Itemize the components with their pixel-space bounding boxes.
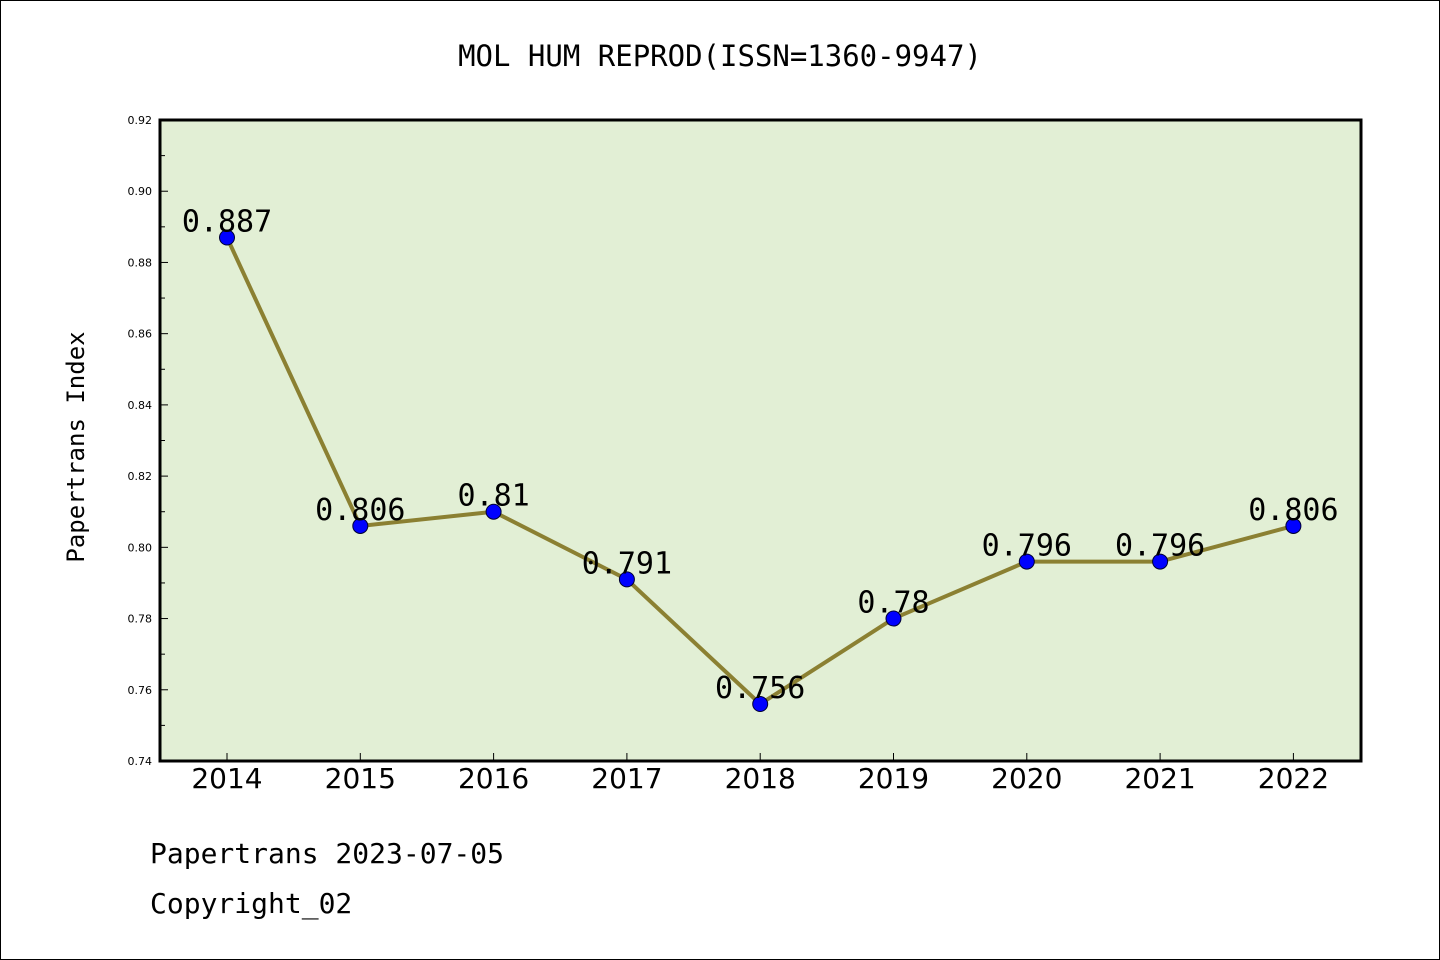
data-label: 0.81 (457, 479, 529, 514)
data-point-marker (885, 610, 902, 627)
y-tick-label: 0.74 (128, 755, 153, 768)
data-label: 0.806 (315, 493, 405, 528)
data-label: 0.78 (857, 586, 929, 621)
chart-title: MOL HUM REPROD(ISSN=1360-9947) (458, 39, 982, 73)
plot-area (158, 118, 1363, 763)
y-tick-label: 0.92 (128, 114, 153, 127)
y-tick-label: 0.78 (128, 613, 153, 626)
data-labels: 0.887 0.806 0.81 0.791 0.756 0.78 0.796 0.796 0.… (182, 205, 1339, 707)
data-point-marker (618, 571, 635, 588)
x-tick-label: 2015 (325, 762, 396, 795)
y-tick-label: 0.80 (128, 541, 153, 554)
data-points (219, 229, 1302, 713)
y-tick-label: 0.76 (128, 684, 153, 697)
data-point-marker (352, 517, 369, 534)
footer-date: Papertrans 2023-07-05 (150, 837, 504, 870)
data-point-marker (219, 229, 235, 246)
footer-copyright: Copyright_02 (150, 887, 352, 921)
data-label: 0.756 (715, 671, 805, 706)
x-tick-label: 2021 (1124, 762, 1195, 795)
data-label: 0.796 (982, 529, 1072, 564)
data-point-marker (1285, 517, 1302, 534)
x-tick-label: 2014 (191, 762, 262, 795)
x-tick-label: 2020 (991, 762, 1062, 795)
y-tick-label: 0.84 (128, 399, 153, 412)
y-tick-label: 0.82 (128, 470, 153, 483)
y-axis-ticks: 0.74 0.76 0.78 0.80 0.82 0.84 0.86 0.88 0.90 0.92 (128, 114, 168, 768)
x-tick-label: 2019 (858, 762, 929, 795)
x-tick-label: 2016 (458, 762, 529, 795)
y-tick-label: 0.90 (128, 185, 153, 198)
y-tick-label: 0.86 (128, 328, 153, 341)
data-point-marker (1018, 553, 1035, 570)
y-axis-label: Papertrans Index (62, 331, 90, 562)
x-axis-ticks: 2014 2015 2016 2017 2018 2019 2020 2021 2022 (191, 753, 1329, 795)
data-label: 0.791 (582, 546, 672, 581)
x-tick-label: 2018 (725, 762, 796, 795)
data-label: 0.806 (1248, 493, 1338, 528)
data-label: 0.796 (1115, 529, 1205, 564)
data-point-marker (1152, 553, 1169, 570)
data-label: 0.887 (182, 205, 272, 240)
data-point-marker (752, 696, 769, 713)
x-tick-label: 2017 (591, 762, 662, 795)
x-tick-label: 2022 (1258, 762, 1329, 795)
y-tick-label: 0.88 (128, 256, 153, 269)
data-point-marker (485, 503, 502, 520)
